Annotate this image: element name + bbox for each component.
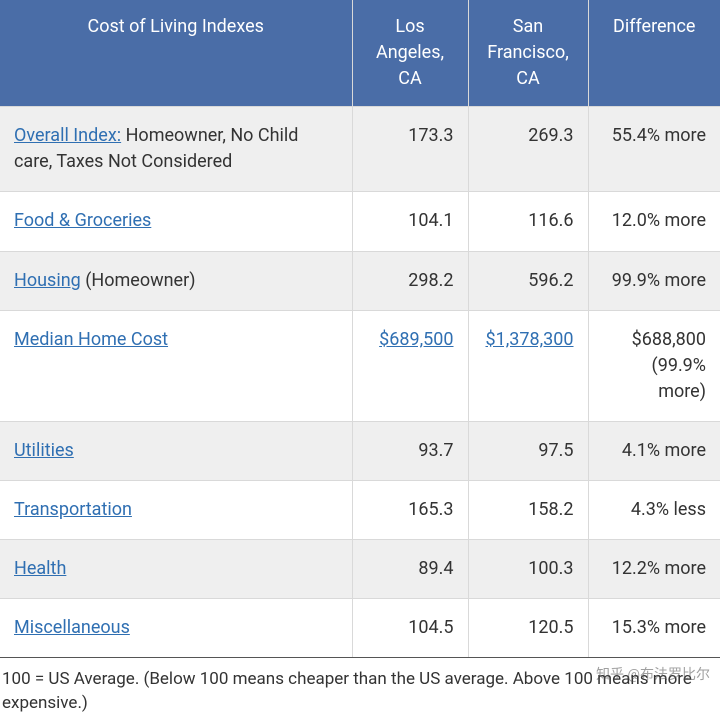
cell-sf-value: $1,378,300: [468, 310, 588, 421]
cell-sf-value: 158.2: [468, 481, 588, 540]
cell-la-value-link[interactable]: $689,500: [379, 329, 453, 350]
col-header-index: Cost of Living Indexes: [0, 0, 352, 107]
category-link[interactable]: Health: [14, 558, 66, 579]
table-row: Health 89.4100.312.2% more: [0, 540, 720, 599]
cell-la-value: $689,500: [352, 310, 468, 421]
category-suffix: (Homeowner): [81, 270, 196, 291]
table-row: Food & Groceries 104.1116.612.0% more: [0, 192, 720, 251]
cell-sf-value: 100.3: [468, 540, 588, 599]
cell-category: Median Home Cost: [0, 310, 352, 421]
cell-sf-value-link[interactable]: $1,378,300: [485, 329, 573, 350]
cell-diff-value: 12.0% more: [588, 192, 720, 251]
category-link[interactable]: Food & Groceries: [14, 210, 151, 231]
category-link[interactable]: Housing: [14, 270, 81, 291]
cell-diff-value: 55.4% more: [588, 107, 720, 192]
cell-diff-value: $688,800 (99.9% more): [588, 310, 720, 421]
table-row: Miscellaneous 104.5120.515.3% more: [0, 599, 720, 658]
cell-la-value: 165.3: [352, 481, 468, 540]
table-body: Overall Index: Homeowner, No Child care,…: [0, 107, 720, 658]
category-link[interactable]: Median Home Cost: [14, 329, 168, 350]
cell-sf-value: 269.3: [468, 107, 588, 192]
cell-category: Health: [0, 540, 352, 599]
cell-diff-value: 4.1% more: [588, 421, 720, 480]
cell-category: Housing (Homeowner): [0, 251, 352, 310]
cell-diff-value: 12.2% more: [588, 540, 720, 599]
category-link[interactable]: Overall Index:: [14, 125, 121, 146]
cell-diff-value: 4.3% less: [588, 481, 720, 540]
cell-la-value: 173.3: [352, 107, 468, 192]
footnote-text: 100 = US Average. (Below 100 means cheap…: [0, 658, 720, 716]
table-row: Overall Index: Homeowner, No Child care,…: [0, 107, 720, 192]
cell-sf-value: 97.5: [468, 421, 588, 480]
cell-category: Food & Groceries: [0, 192, 352, 251]
table-row: Median Home Cost $689,500 $1,378,300 $688,8…: [0, 310, 720, 421]
cost-of-living-table: Cost of Living Indexes Los Angeles, CA S…: [0, 0, 720, 658]
col-header-la: Los Angeles, CA: [352, 0, 468, 107]
cell-sf-value: 116.6: [468, 192, 588, 251]
table-row: Transportation 165.3158.24.3% less: [0, 481, 720, 540]
col-header-sf: San Francisco, CA: [468, 0, 588, 107]
cell-diff-value: 99.9% more: [588, 251, 720, 310]
cell-category: Miscellaneous: [0, 599, 352, 658]
table-row: Housing (Homeowner)298.2596.299.9% more: [0, 251, 720, 310]
table-header-row: Cost of Living Indexes Los Angeles, CA S…: [0, 0, 720, 107]
cell-la-value: 89.4: [352, 540, 468, 599]
cell-la-value: 104.1: [352, 192, 468, 251]
cell-diff-value: 15.3% more: [588, 599, 720, 658]
cell-category: Transportation: [0, 481, 352, 540]
cell-la-value: 104.5: [352, 599, 468, 658]
cell-sf-value: 596.2: [468, 251, 588, 310]
category-link[interactable]: Transportation: [14, 499, 132, 520]
col-header-diff: Difference: [588, 0, 720, 107]
category-link[interactable]: Utilities: [14, 440, 74, 461]
cell-la-value: 93.7: [352, 421, 468, 480]
category-link[interactable]: Miscellaneous: [14, 617, 130, 638]
table-row: Utilities 93.797.54.1% more: [0, 421, 720, 480]
cell-category: Utilities: [0, 421, 352, 480]
cell-la-value: 298.2: [352, 251, 468, 310]
cell-category: Overall Index: Homeowner, No Child care,…: [0, 107, 352, 192]
cell-sf-value: 120.5: [468, 599, 588, 658]
